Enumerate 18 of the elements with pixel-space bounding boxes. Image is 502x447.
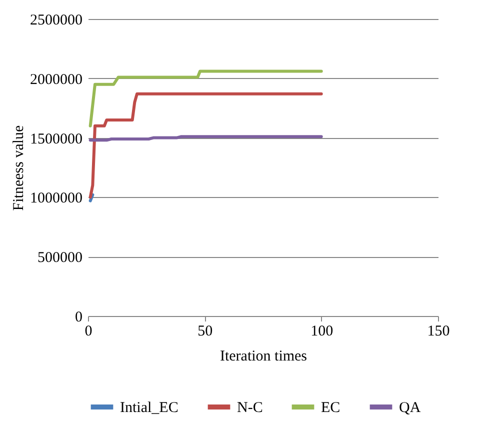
- x-tick-label: 150: [427, 324, 450, 340]
- y-tick-label: 1000000: [30, 190, 82, 207]
- y-axis-title: Fitneess value: [11, 124, 27, 211]
- line-series: [88, 70, 323, 128]
- legend-label: QA: [399, 400, 421, 416]
- line-series: [88, 92, 323, 199]
- y-tick-label: 500000: [38, 250, 82, 266]
- legend-label: EC: [321, 400, 340, 416]
- x-axis-title: Iteration times: [220, 348, 308, 364]
- x-tick-label: 50: [198, 324, 213, 340]
- y-tick-label: 2500000: [30, 12, 82, 28]
- y-tick-label: 2000000: [30, 72, 82, 88]
- legend-label: Intial_EC: [120, 400, 178, 416]
- y-tick-label: 0: [75, 310, 82, 326]
- x-tick-label: 0: [84, 324, 92, 340]
- x-tick-label: 100: [310, 324, 334, 340]
- y-tick-label: 1500000: [30, 131, 82, 148]
- legend-label: N-C: [237, 400, 263, 416]
